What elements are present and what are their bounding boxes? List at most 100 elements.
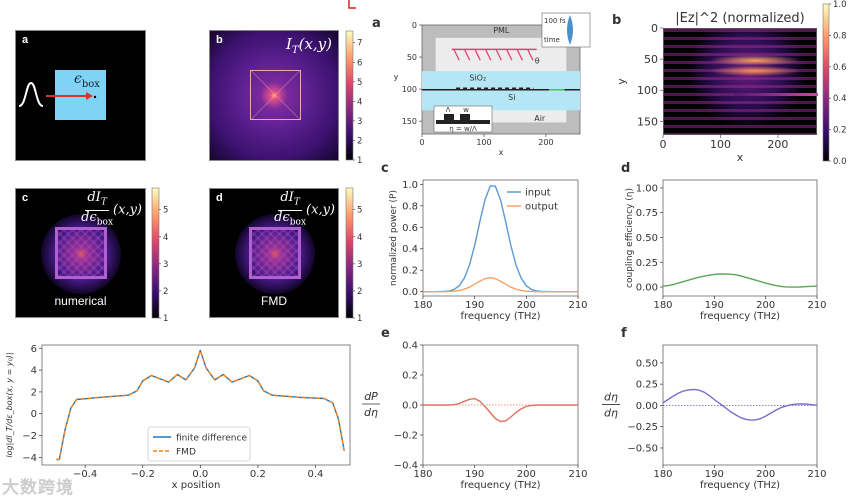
panel-d-fmd-gradient: d dIT dϵbox (x,y) FMD bbox=[209, 188, 339, 318]
panel-letter: b bbox=[612, 13, 621, 28]
panel-letter: b bbox=[216, 34, 223, 46]
panel-letter: d bbox=[216, 192, 223, 204]
y-axis-label: y bbox=[394, 73, 399, 82]
label-period: Λ bbox=[446, 106, 451, 114]
x-tick-label: 0.2 bbox=[250, 469, 266, 480]
colorbar-tick-label: 5 bbox=[357, 206, 362, 216]
y-tick-label: 150 bbox=[637, 115, 658, 128]
x-axis-label: x position bbox=[172, 480, 221, 491]
colorbar-tick-label: 3 bbox=[357, 117, 362, 127]
panel-letter: a bbox=[22, 34, 29, 46]
y-tick-label: 0.00 bbox=[636, 283, 658, 294]
label-time: time bbox=[544, 36, 560, 44]
colorbar-tick-label: 0.0 bbox=[833, 157, 847, 167]
y-tick-label: 0.00 bbox=[636, 401, 658, 412]
chart-c: 180 190 200 210 0.0 0.2 0.4 0.6 0.8 1.0 frequency … bbox=[381, 161, 588, 322]
pulse-icon bbox=[567, 15, 573, 45]
waveguide-mode bbox=[734, 93, 818, 96]
y-tick-label: 0.75 bbox=[636, 208, 658, 219]
series-line-0 bbox=[662, 388, 818, 421]
panel-letter: e bbox=[381, 326, 390, 341]
grating-profile-icon bbox=[436, 114, 490, 124]
x-tick-label: 200 bbox=[517, 469, 536, 480]
x-tick-label: 180 bbox=[413, 469, 432, 480]
x-tick-label: 180 bbox=[653, 300, 672, 311]
source-arrow-icon bbox=[485, 49, 492, 61]
x-axis-label: frequency (THz) bbox=[700, 480, 780, 491]
watermark: 大数跨境 bbox=[2, 478, 74, 498]
source-arrow-icon bbox=[495, 49, 502, 61]
series-line-0 bbox=[423, 397, 578, 423]
x-axis-label: frequency (THz) bbox=[460, 311, 540, 322]
colorbar-tick-label: 2 bbox=[357, 136, 362, 146]
plot-area bbox=[422, 179, 579, 297]
colorbar-tick-label: 5 bbox=[357, 78, 362, 88]
box-pattern bbox=[55, 227, 107, 279]
colorbar-b-left bbox=[345, 30, 354, 161]
x-tick-label: 200 bbox=[538, 138, 553, 147]
label-eta: η = w/Λ bbox=[449, 125, 477, 133]
label-sio2: SiO₂ bbox=[469, 74, 486, 83]
panel-a-schematic: a ϵbox bbox=[15, 30, 146, 161]
series-line-1 bbox=[56, 349, 345, 461]
epsilon-box-label: ϵbox bbox=[74, 71, 100, 90]
denominator-sub: box bbox=[289, 217, 307, 228]
epsilon-subscript: box bbox=[81, 78, 100, 90]
colorbar-tick-label: 1 bbox=[357, 156, 362, 166]
derivative-label: dIT dϵbox (x,y) bbox=[81, 191, 142, 229]
colorbar-tick-label: 0.8 bbox=[833, 31, 847, 41]
colorbar-tick-label: 4 bbox=[163, 233, 168, 243]
x-tick-label: 0.4 bbox=[308, 469, 324, 480]
plot-area bbox=[662, 179, 818, 297]
colorbar-tick-label: 1.0 bbox=[833, 0, 847, 10]
x-tick-label: −0.4 bbox=[73, 469, 97, 480]
y-tick-label: −0.4 bbox=[394, 461, 418, 472]
source-arrow-icon bbox=[464, 49, 471, 61]
x-tick-label: 100 bbox=[476, 138, 491, 147]
series-line-1 bbox=[423, 277, 578, 293]
plot-title: |Ez|^2 (normalized) bbox=[675, 11, 804, 26]
x-tick-label: 200 bbox=[756, 469, 775, 480]
legend-box bbox=[147, 426, 251, 462]
source-arrow-icon bbox=[516, 49, 524, 61]
y-tick-label: −0.50 bbox=[627, 443, 658, 454]
colorbar-tick-label: 4 bbox=[357, 233, 362, 243]
y-tick-label: 0.0 bbox=[402, 287, 418, 298]
x-tick-label: 210 bbox=[807, 300, 826, 311]
y-tick-label: 6 bbox=[31, 344, 37, 355]
legend-label: finite difference bbox=[176, 434, 247, 444]
y-tick-label: 100 bbox=[402, 85, 417, 94]
y-tick-label: 4 bbox=[31, 366, 37, 377]
y-axis-label: normalized power (P) bbox=[389, 190, 399, 286]
source-arrow-icon bbox=[506, 49, 513, 61]
pulse-arrow-icon bbox=[18, 81, 97, 107]
panel-letter: f bbox=[621, 326, 627, 341]
x-tick-label: 190 bbox=[465, 300, 484, 311]
red-corner-mark bbox=[348, 0, 356, 9]
y-tick-label: 2 bbox=[31, 387, 37, 398]
y-tick-label: 0.50 bbox=[636, 358, 658, 369]
x-tick-label: 190 bbox=[705, 469, 724, 480]
colorbar-tick-label: 6 bbox=[357, 58, 362, 68]
y-tick-label: 0.4 bbox=[402, 244, 418, 255]
legend-label: input bbox=[525, 188, 551, 199]
x-tick-label: 200 bbox=[767, 138, 788, 151]
y-tick-label: 0.50 bbox=[636, 233, 658, 244]
y-tick-label: 0.8 bbox=[402, 201, 418, 212]
y-tick-label: 1.00 bbox=[636, 183, 658, 194]
source-arrow-icon bbox=[474, 49, 481, 61]
y-tick-label: 0 bbox=[31, 409, 37, 420]
y-tick-label: −0.2 bbox=[394, 431, 418, 442]
y-tick-label: −0.25 bbox=[627, 422, 658, 433]
x-tick-label: −0.2 bbox=[131, 469, 155, 480]
label-air: Air bbox=[534, 114, 546, 123]
y-tick-label: 0.0 bbox=[402, 401, 418, 412]
chart-f: 180 190 200 210 −0.50 −0.25 0.00 0.25 0.50 freque… bbox=[602, 326, 827, 491]
colorbar-tick-label: 1 bbox=[357, 314, 362, 324]
label-pml: PML bbox=[493, 26, 510, 35]
y-tick-label: 0.25 bbox=[636, 258, 658, 269]
x-axis-label: frequency (THz) bbox=[700, 311, 780, 322]
colorbar-tick-label: 4 bbox=[357, 97, 362, 107]
chart-bottom: −0.4 −0.2 0.0 0.2 0.4 −4 −2 0 2 4 6 x position log|d… bbox=[5, 344, 351, 491]
